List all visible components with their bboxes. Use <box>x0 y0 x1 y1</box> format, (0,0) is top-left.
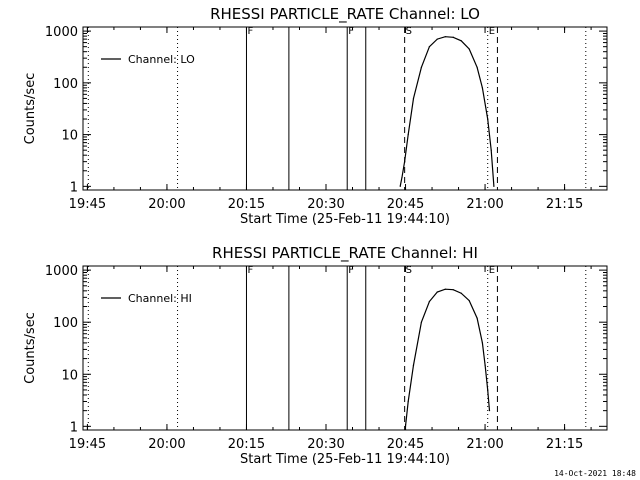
data-point <box>444 288 446 290</box>
event-line-label: F <box>348 265 354 276</box>
data-point <box>404 425 407 427</box>
y-tick-label: 10 <box>61 129 78 144</box>
x-tick-label: 20:45 <box>387 437 424 452</box>
data-point <box>407 400 409 403</box>
y-axis-label: Counts/sec <box>23 312 38 384</box>
x-tick-label: 20:00 <box>148 197 185 212</box>
data-point <box>493 185 495 187</box>
data-point <box>428 300 430 303</box>
data-point <box>404 161 406 163</box>
y-tick-label: 1 <box>70 420 78 435</box>
y-tick-label: 1 <box>70 180 78 195</box>
y-tick-label: 1000 <box>45 264 78 279</box>
x-tick-label: 19:45 <box>69 437 106 452</box>
x-axis-label: Start Time (25-Feb-11 19:44:10) <box>240 212 450 227</box>
data-point <box>476 317 478 319</box>
y-tick-label: 1000 <box>45 25 78 40</box>
data-point <box>487 389 489 391</box>
event-line-label: S <box>406 26 412 37</box>
data-point <box>407 133 409 136</box>
data-point <box>452 289 454 291</box>
event-line-label: F <box>247 265 253 276</box>
footer-timestamp: 14-Oct-2021 18:48 <box>554 469 636 478</box>
x-tick-label: 20:30 <box>307 437 344 452</box>
x-tick-label: 19:45 <box>69 197 106 212</box>
event-line-label: F <box>348 26 354 37</box>
event-line-label: F <box>247 26 253 37</box>
event-line-label: S <box>406 265 412 276</box>
data-point <box>412 97 415 100</box>
series-line <box>399 36 495 187</box>
chart-title: RHESSI PARTICLE_RATE Channel: LO <box>210 5 480 24</box>
x-tick-label: 20:30 <box>307 197 344 212</box>
data-point <box>436 38 438 40</box>
series-line <box>404 288 491 427</box>
data-point <box>436 291 438 293</box>
plot-frame <box>82 26 608 191</box>
plot-frame <box>82 265 608 431</box>
data-point <box>468 48 470 50</box>
legend-label: Channel: HI <box>128 292 192 305</box>
data-point <box>460 40 462 42</box>
data-point <box>476 66 478 68</box>
x-tick-label: 20:45 <box>387 197 424 212</box>
y-tick-label: 10 <box>61 368 78 383</box>
data-point <box>428 46 430 48</box>
x-axis-label: Start Time (25-Feb-11 19:44:10) <box>240 452 450 467</box>
y-tick-label: 100 <box>53 77 78 92</box>
x-tick-label: 21:00 <box>466 437 503 452</box>
data-point <box>468 299 470 302</box>
data-point <box>412 364 415 366</box>
data-point <box>487 118 489 120</box>
x-tick-label: 21:15 <box>546 437 583 452</box>
x-tick-label: 20:15 <box>228 197 265 212</box>
x-tick-label: 20:00 <box>148 437 185 452</box>
data-point <box>481 87 484 89</box>
legend-label: Channel: LO <box>128 53 195 66</box>
data-point <box>452 36 454 38</box>
x-tick-label: 21:15 <box>546 197 583 212</box>
x-tick-label: 21:00 <box>466 197 503 212</box>
data-point <box>401 176 403 178</box>
data-point <box>460 292 462 294</box>
y-axis-label: Counts/sec <box>23 73 38 145</box>
data-point <box>444 36 446 38</box>
event-line-label: E <box>489 265 495 276</box>
x-tick-label: 20:15 <box>228 437 265 452</box>
data-point <box>488 410 491 412</box>
data-point <box>484 364 486 366</box>
chart-title: RHESSI PARTICLE_RATE Channel: HI <box>212 244 478 263</box>
data-point <box>490 149 492 151</box>
y-tick-label: 100 <box>53 316 78 331</box>
data-point <box>481 342 484 344</box>
data-point <box>399 185 401 187</box>
event-line-label: E <box>489 26 495 37</box>
data-point <box>420 66 423 68</box>
data-point <box>420 321 423 323</box>
